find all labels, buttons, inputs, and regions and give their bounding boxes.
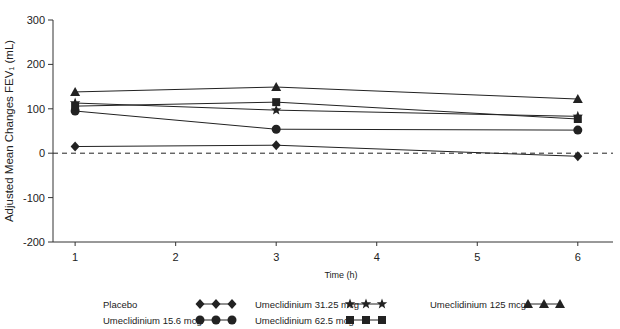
legend-marker (228, 299, 237, 309)
legend-label: Umeclidinium 31.25 mcg (255, 299, 359, 310)
x-axis (53, 242, 613, 243)
legend-marker (196, 299, 205, 309)
x-axis-label: Time (h) (324, 270, 357, 280)
legend-marker (362, 316, 370, 324)
x-tick (175, 242, 176, 246)
data-point (70, 87, 80, 96)
y-tick (48, 108, 53, 109)
data-point (71, 142, 80, 152)
y-axis (53, 20, 54, 242)
y-tick-label: -100 (23, 192, 45, 204)
zero-line (53, 153, 613, 154)
data-point (573, 151, 582, 161)
y-tick (48, 20, 53, 21)
x-tick (276, 242, 277, 246)
y-tick-label: 300 (27, 14, 45, 26)
legend-label: Placebo (103, 299, 137, 310)
x-tick (477, 242, 478, 246)
data-point (574, 115, 582, 123)
legend-label: Umeclidinium 62.5 mcg (255, 315, 354, 326)
legend-marker (523, 299, 533, 308)
y-tick-label: 100 (27, 103, 45, 115)
x-tick (75, 242, 76, 246)
y-tick (48, 242, 53, 243)
legend-marker (196, 316, 205, 325)
legend-marker (377, 299, 387, 309)
legend: Placebo Umeclidinium 15.6 mcg Umeclidinium… (103, 299, 565, 326)
legend-marker (228, 316, 237, 325)
y-tick (48, 197, 53, 198)
y-tick (48, 153, 53, 154)
x-tick-label: 3 (273, 251, 279, 263)
data-point (272, 140, 281, 150)
data-point (272, 125, 281, 134)
plot-data (70, 82, 583, 161)
x-tick-label: 2 (173, 251, 179, 263)
y-axis-label: Adjusted Mean Changes FEV₁ (mL) (3, 40, 15, 222)
series-line (75, 87, 578, 99)
legend-marker (555, 299, 565, 308)
y-tick-label: -200 (23, 236, 45, 248)
legend-marker (212, 299, 221, 309)
data-point (573, 126, 582, 135)
data-point (272, 98, 280, 106)
x-tick-label: 5 (474, 251, 480, 263)
y-tick-label: 200 (27, 58, 45, 70)
x-tick (577, 242, 578, 246)
x-tick-label: 1 (72, 251, 78, 263)
y-tick-label: 0 (39, 147, 45, 159)
legend-marker (346, 316, 354, 324)
x-tick (376, 242, 377, 246)
data-point (271, 82, 281, 91)
legend-marker (539, 299, 549, 308)
data-point (573, 94, 583, 103)
y-tick (48, 64, 53, 65)
legend-label: Umeclidinium 15.6 mcg (103, 315, 202, 326)
legend-marker (361, 299, 371, 309)
series-line (75, 102, 578, 119)
legend-marker (212, 316, 221, 325)
series-line (75, 111, 578, 130)
x-tick-label: 6 (575, 251, 581, 263)
chart-root: -200 -100 0 100 200 300 1 2 3 4 5 6 Time (h) Adjusted… (0, 0, 620, 329)
data-point (71, 102, 79, 110)
chart: -200 -100 0 100 200 300 1 2 3 4 5 6 Time (h) Adjusted… (0, 0, 620, 329)
legend-marker (378, 316, 386, 324)
legend-label: Umeclidinium 125 mcg (430, 299, 526, 310)
series-line (75, 145, 578, 156)
legend-marker (345, 299, 355, 309)
x-tick-label: 4 (374, 251, 380, 263)
